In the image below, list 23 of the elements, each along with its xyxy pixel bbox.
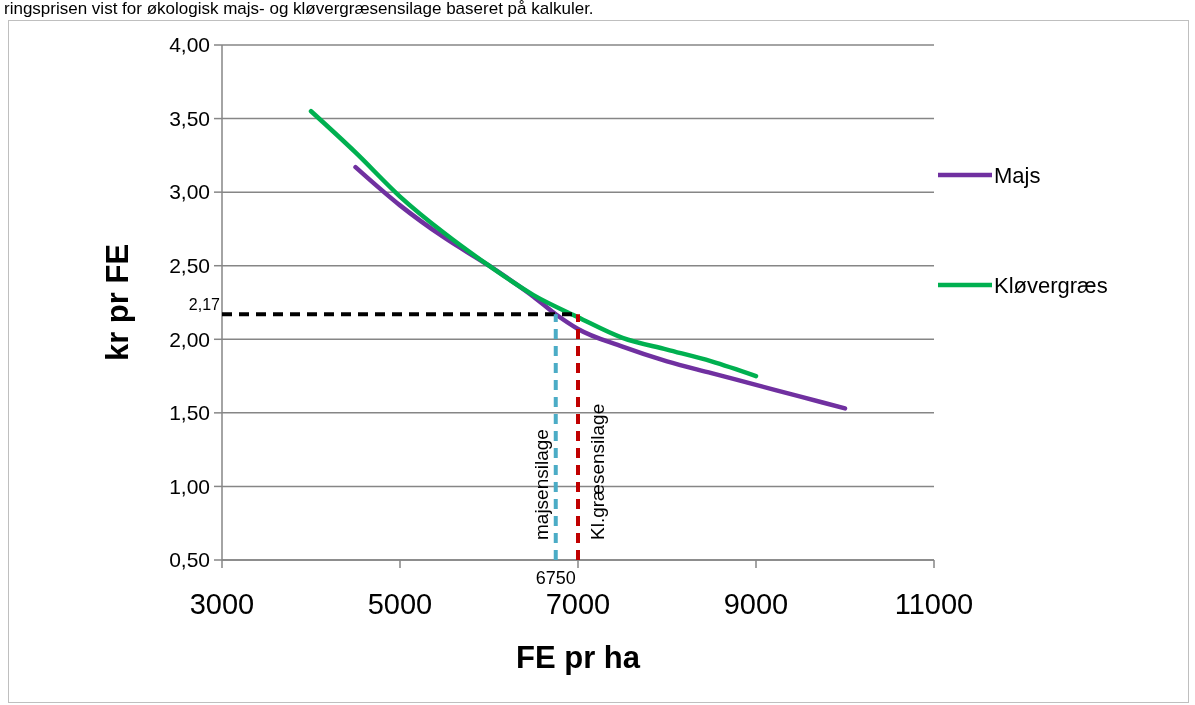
y-tick-label: 2,50 bbox=[169, 254, 210, 278]
x-tick-label: 7000 bbox=[545, 588, 611, 620]
line-series bbox=[308, 108, 759, 379]
legend-label: Kløvergræs bbox=[994, 272, 1108, 298]
y-tick-label: 2,00 bbox=[169, 327, 210, 351]
y-tick-label: 3,50 bbox=[169, 106, 210, 130]
x-tick-label: 11000 bbox=[894, 588, 974, 620]
y-axis-title: kr pr FE bbox=[100, 243, 135, 362]
y-tick-label: 3,00 bbox=[169, 180, 210, 204]
y-tick-label: 1,00 bbox=[169, 474, 210, 498]
y-tick-label: 0,50 bbox=[169, 548, 210, 572]
x-axis-title: FE pr ha bbox=[515, 640, 641, 675]
ref-line-label: Kl.græsensilage bbox=[587, 403, 608, 540]
x-tick-label: 9000 bbox=[723, 588, 789, 620]
legend-label: Majs bbox=[994, 162, 1041, 188]
ref-line-label: majsensilage bbox=[530, 429, 552, 540]
y-tick-label: 1,50 bbox=[169, 401, 210, 425]
y-tick-label: 4,00 bbox=[169, 33, 210, 57]
text: 6750 bbox=[535, 568, 576, 588]
x-tick-label: 5000 bbox=[367, 588, 433, 620]
ref-line-label: 2,17 bbox=[188, 296, 221, 314]
x-tick-label: 3000 bbox=[189, 588, 255, 620]
chart-title: ringsprisen vist for økologisk majs- og kløvergræsensilage baseret på kalkuler. bbox=[4, 0, 594, 18]
